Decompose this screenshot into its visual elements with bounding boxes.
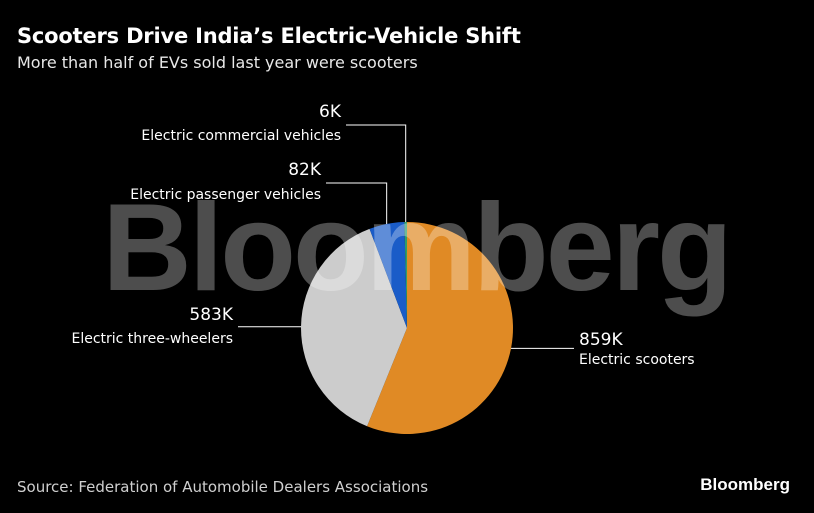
category-label-three-wheelers: Electric three-wheelers [71, 331, 233, 347]
value-label-commercial: 6K [319, 102, 342, 122]
category-label-scooters: Electric scooters [579, 352, 695, 368]
value-label-passenger: 82K [288, 160, 322, 180]
category-label-passenger: Electric passenger vehicles [130, 187, 321, 203]
pie-slice-three-wheelers [301, 228, 407, 427]
chart-source: Source: Federation of Automobile Dealers… [17, 478, 429, 496]
pie-slice-passenger [369, 222, 407, 328]
slice-labels: 859K Electric scooters 583K Electric thr… [71, 102, 694, 368]
pie-slices [301, 221, 513, 434]
category-label-commercial: Electric commercial vehicles [141, 128, 341, 144]
pie-slice-commercial [404, 221, 407, 328]
chart-title: Scooters Drive India’s Electric-Vehicle … [17, 24, 521, 48]
value-label-scooters: 859K [579, 330, 623, 350]
leader-line-passenger [326, 182, 388, 224]
bloomberg-watermark: Bloomberg [102, 179, 729, 317]
bloomberg-logo: Bloomberg [700, 475, 790, 494]
chart-subtitle: More than half of EVs sold last year wer… [17, 53, 418, 72]
leader-lines [238, 124, 574, 349]
pie-slice-scooters [367, 222, 513, 434]
leader-line-commercial [346, 124, 407, 223]
value-label-three-wheelers: 583K [189, 305, 233, 325]
